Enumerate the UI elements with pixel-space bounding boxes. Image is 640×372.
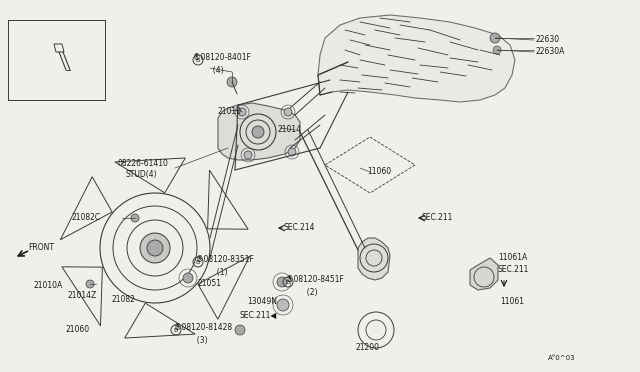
Circle shape: [284, 108, 292, 116]
Text: SEC.214: SEC.214: [284, 224, 316, 232]
Text: ®08120-8451F: ®08120-8451F: [286, 276, 344, 285]
Text: A°0^03: A°0^03: [548, 355, 575, 361]
Text: 21014: 21014: [278, 125, 302, 135]
Text: SEC.211: SEC.211: [422, 214, 453, 222]
Text: FRONT: FRONT: [28, 244, 54, 253]
Text: (4): (4): [208, 65, 223, 74]
Text: ®08120-8351F: ®08120-8351F: [196, 256, 254, 264]
Circle shape: [244, 151, 252, 159]
Circle shape: [277, 299, 289, 311]
Text: ®08120-81428: ®08120-81428: [174, 324, 232, 333]
Text: 08226-61410: 08226-61410: [118, 158, 169, 167]
Circle shape: [252, 126, 264, 138]
Text: 11060: 11060: [367, 167, 391, 176]
Text: 21082: 21082: [112, 295, 136, 305]
Text: SEC.211: SEC.211: [498, 266, 529, 275]
Text: B: B: [286, 279, 290, 285]
Text: 21082C: 21082C: [72, 214, 101, 222]
Text: 21010A: 21010A: [34, 280, 63, 289]
Circle shape: [227, 77, 237, 87]
Text: B: B: [196, 58, 200, 62]
Circle shape: [147, 240, 163, 256]
Text: 13049N: 13049N: [247, 298, 277, 307]
Circle shape: [140, 233, 170, 263]
Text: 11061A: 11061A: [498, 253, 527, 263]
Circle shape: [277, 277, 287, 287]
Circle shape: [493, 46, 501, 54]
Text: 21200: 21200: [356, 343, 380, 353]
Text: 21014Z: 21014Z: [68, 291, 97, 299]
Text: 11061: 11061: [500, 298, 524, 307]
Circle shape: [288, 148, 296, 156]
Text: 22630: 22630: [536, 35, 560, 45]
Text: (3): (3): [192, 336, 207, 344]
Text: 22630A: 22630A: [536, 48, 565, 57]
Circle shape: [86, 280, 94, 288]
Text: 21051: 21051: [198, 279, 222, 289]
Text: ®08120-8401F: ®08120-8401F: [193, 54, 251, 62]
Polygon shape: [358, 238, 390, 280]
Text: 21010: 21010: [218, 108, 242, 116]
Circle shape: [131, 214, 139, 222]
Text: B: B: [196, 260, 200, 264]
Text: SEC.211◀: SEC.211◀: [240, 311, 277, 320]
Circle shape: [183, 273, 193, 283]
Text: (2): (2): [302, 288, 317, 296]
Circle shape: [490, 33, 500, 43]
Text: (1): (1): [212, 267, 227, 276]
Circle shape: [238, 108, 246, 116]
Text: STUD(4): STUD(4): [126, 170, 157, 179]
Text: 21060: 21060: [66, 326, 90, 334]
Polygon shape: [318, 15, 515, 102]
Text: B: B: [174, 327, 178, 333]
Polygon shape: [470, 258, 498, 290]
Polygon shape: [218, 103, 300, 160]
Circle shape: [235, 325, 245, 335]
